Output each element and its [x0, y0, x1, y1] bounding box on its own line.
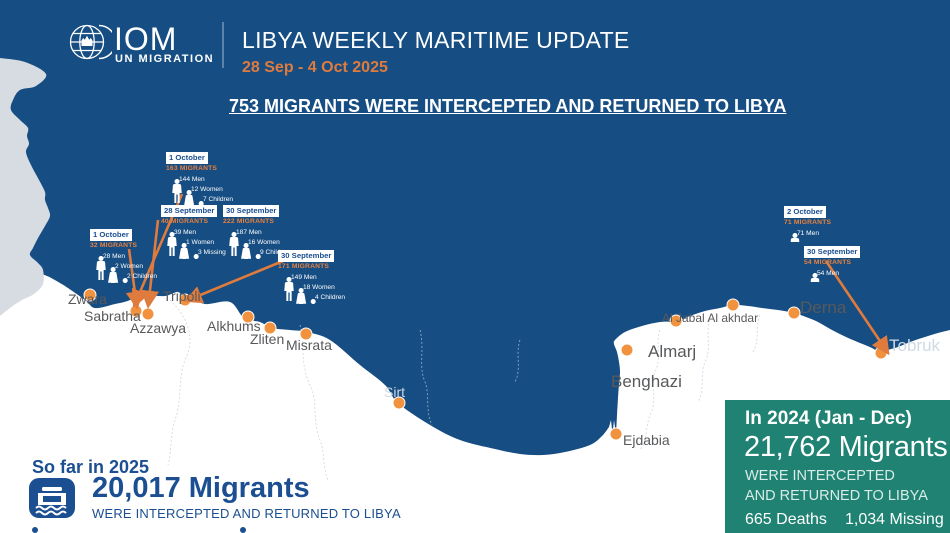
svg-text:149 Men: 149 Men: [291, 274, 317, 281]
svg-text:2 Women: 2 Women: [115, 263, 143, 270]
svg-text:144 Men: 144 Men: [179, 176, 205, 183]
svg-text:71 Men: 71 Men: [797, 230, 819, 237]
svg-text:39 Men: 39 Men: [174, 229, 196, 236]
svg-text:3 Missing: 3 Missing: [198, 249, 226, 256]
svg-text:187 Men: 187 Men: [236, 229, 262, 236]
svg-text:12 Women: 12 Women: [191, 186, 223, 193]
svg-text:16 Women: 16 Women: [248, 239, 280, 246]
svg-text:28 Men: 28 Men: [103, 253, 125, 260]
svg-text:1 Women: 1 Women: [186, 239, 214, 246]
svg-text:7 Children: 7 Children: [203, 196, 233, 203]
svg-text:18 Women: 18 Women: [303, 284, 335, 291]
svg-text:4 Children: 4 Children: [315, 294, 345, 301]
svg-text:2 Children: 2 Children: [127, 273, 157, 280]
svg-text:54 Men: 54 Men: [817, 270, 839, 277]
